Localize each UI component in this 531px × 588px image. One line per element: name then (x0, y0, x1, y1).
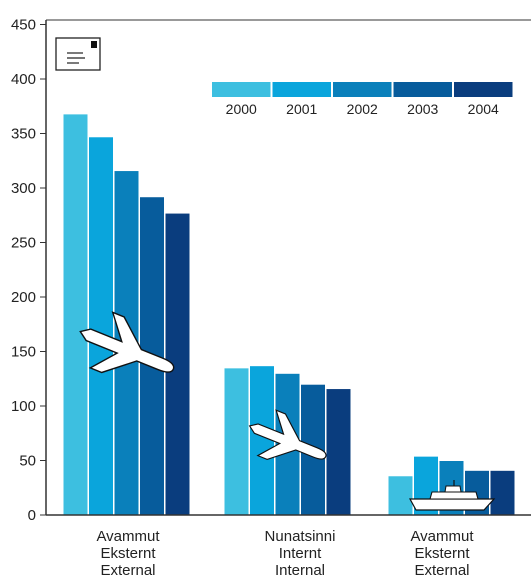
legend-label-2004: 2004 (468, 101, 499, 117)
category-label-line: Avammut (96, 528, 160, 545)
legend-swatch-2003 (393, 82, 452, 97)
y-tick-label: 300 (11, 180, 36, 197)
bar-2004-3 (489, 469, 516, 516)
category-label-line: External (414, 562, 470, 579)
bar-2001-1 (88, 136, 114, 516)
legend: 2000 2001 2002 2003 2004 (212, 82, 513, 117)
y-tick-label: 100 (11, 398, 36, 415)
y-tick-label: 450 (11, 17, 36, 34)
category-label-line: Internt (278, 545, 322, 562)
y-axis-ticks: 0 50 100 150 200 250 300 350 400 450 (11, 17, 46, 524)
y-tick-label: 50 (19, 453, 36, 470)
category-label-1: Avammut Eksternt External (58, 528, 198, 579)
bar-2004-2 (325, 388, 352, 516)
y-tick-label: 250 (11, 235, 36, 252)
category-label-line: External (100, 562, 156, 579)
ship-icon (408, 480, 496, 511)
bar-2000-3 (387, 475, 414, 516)
y-tick-label: 150 (11, 344, 36, 361)
legend-swatch-2000 (212, 82, 271, 97)
legend-label-2000: 2000 (226, 101, 257, 117)
y-tick-label: 350 (11, 126, 36, 143)
y-tick-label: 200 (11, 289, 36, 306)
legend-label-2001: 2001 (286, 101, 317, 117)
bar-2000-2 (223, 367, 250, 516)
bar-2000-1 (62, 113, 89, 516)
category-label-line: Avammut (410, 528, 474, 545)
bar-2001-2 (249, 365, 275, 516)
legend-label-2003: 2003 (407, 101, 438, 117)
legend-swatch-2002 (333, 82, 392, 97)
category-label-line: Internal (274, 562, 326, 579)
y-tick-label: 0 (28, 507, 36, 524)
envelope-icon (55, 37, 101, 71)
legend-swatch-2004 (454, 82, 513, 97)
category-label-line: Nunatsinni (264, 528, 336, 545)
category-label-3: Avammut Eksternt External (372, 528, 512, 579)
legend-label-2002: 2002 (347, 101, 378, 117)
bars (62, 113, 516, 516)
y-tick-label: 400 (11, 71, 36, 88)
icons (68, 303, 496, 511)
category-label-line: Eksternt (414, 545, 470, 562)
category-label-2: Nunatsinni Internt Internal (230, 528, 370, 579)
category-label-line: Eksternt (100, 545, 156, 562)
legend-swatch-2001 (272, 82, 331, 97)
